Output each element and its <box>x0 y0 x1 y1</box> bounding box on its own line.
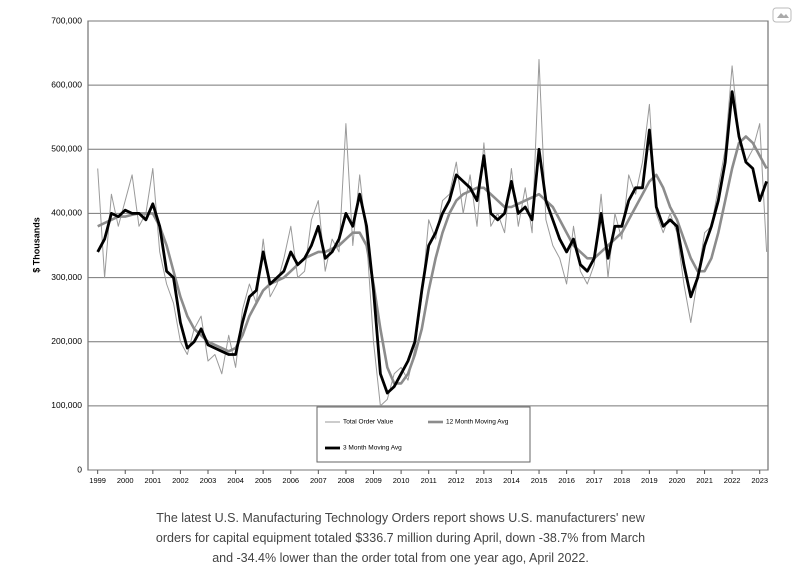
x-tick-label: 2022 <box>724 476 741 485</box>
x-tick-label: 2014 <box>503 476 520 485</box>
x-tick-label: 2009 <box>365 476 382 485</box>
x-tick-label: 1999 <box>89 476 106 485</box>
x-tick-label: 2003 <box>200 476 217 485</box>
series-line <box>97 135 768 385</box>
y-tick-label: 700,000 <box>51 15 82 25</box>
y-tick-label: 0 <box>77 464 82 474</box>
x-tick-label: 2015 <box>531 476 548 485</box>
image-icon[interactable] <box>772 7 792 23</box>
x-tick-label: 2006 <box>282 476 299 485</box>
x-tick-label: 2023 <box>751 476 768 485</box>
legend-label: Total Order Value <box>343 419 393 426</box>
legend-box <box>316 406 531 463</box>
y-axis-label: $ Thousands <box>31 217 41 273</box>
x-tick-label: 2004 <box>227 476 244 485</box>
x-tick-label: 2007 <box>310 476 327 485</box>
legend-label: 12 Month Moving Avg <box>446 419 509 426</box>
legend-label: 3 Month Moving Avg <box>343 445 402 452</box>
x-tick-label: 2019 <box>641 476 658 485</box>
x-tick-label: 2013 <box>476 476 493 485</box>
caption-line: The latest U.S. Manufacturing Technology… <box>156 511 645 525</box>
x-tick-label: 2021 <box>696 476 713 485</box>
x-tick-label: 2020 <box>669 476 686 485</box>
x-tick-label: 2017 <box>586 476 603 485</box>
x-tick-label: 2012 <box>448 476 465 485</box>
x-tick-label: 2008 <box>338 476 355 485</box>
caption-line: and -34.4% lower than the order total fr… <box>212 551 589 565</box>
series-line <box>96 90 768 395</box>
caption: The latest U.S. Manufacturing Technology… <box>0 508 801 568</box>
x-tick-label: 2016 <box>558 476 575 485</box>
y-tick-label: 400,000 <box>51 208 82 218</box>
chart: $ Thousands 0 100,000 200,000 300,000 400,00… <box>31 7 792 485</box>
y-tick-label: 100,000 <box>51 400 82 410</box>
y-tick-label: 500,000 <box>51 144 82 154</box>
x-tick-label: 2005 <box>255 476 272 485</box>
x-tick-label: 2011 <box>421 476 437 485</box>
y-tick-label: 300,000 <box>51 272 82 282</box>
y-tick-label: 200,000 <box>51 336 82 346</box>
x-tick-label: 2002 <box>172 476 189 485</box>
caption-line: orders for capital equipment totaled $33… <box>155 531 646 545</box>
x-tick-label: 2001 <box>144 476 161 485</box>
y-tick-label: 600,000 <box>51 79 82 89</box>
x-tick-label: 2010 <box>393 476 410 485</box>
x-tick-label: 2018 <box>613 476 630 485</box>
x-tick-label: 2000 <box>117 476 134 485</box>
